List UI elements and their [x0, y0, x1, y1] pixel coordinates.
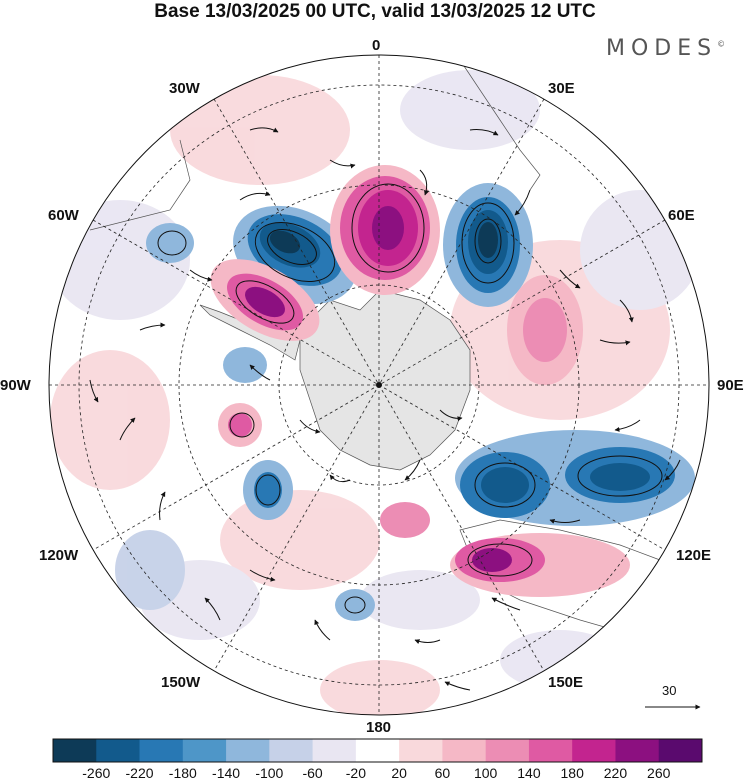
colorbar-swatch [615, 739, 660, 762]
colorbar-tick-label: 260 [647, 765, 671, 781]
colorbar-tick-label: -100 [255, 765, 284, 781]
brand-mark: © [717, 39, 726, 49]
colorbar-swatch [355, 739, 400, 762]
south-pole-marker [376, 382, 382, 388]
lon-label-120e: 120E [676, 547, 712, 564]
colorbar-swatch [528, 739, 573, 762]
lon-label-60w: 60W [48, 207, 79, 224]
lon-label-150w: 150W [161, 674, 201, 691]
colorbar [52, 738, 703, 763]
lon-label-180: 180 [366, 719, 392, 736]
lon-label-30e: 30E [548, 80, 575, 97]
south-america-coast [89, 139, 191, 231]
africa-coast [459, 59, 541, 191]
lon-label-30w: 30W [169, 80, 200, 97]
colorbar-swatch [226, 739, 270, 762]
brand-text: MODES [606, 36, 718, 61]
lon-label-60e: 60E [668, 207, 695, 224]
colorbar-tick-label: -140 [212, 765, 241, 781]
colorbar-tick-label: 180 [560, 765, 584, 781]
lon-label-120w: 120W [39, 547, 79, 564]
lon-label-150e: 150E [548, 674, 584, 691]
colorbar-border [52, 738, 703, 763]
modes-logo: MODES© [606, 36, 725, 61]
colorbar-swatch [312, 739, 357, 762]
colorbar-tick-label: 20 [391, 765, 407, 781]
colorbar-swatch [182, 739, 227, 762]
colorbar-swatch [139, 739, 184, 762]
colorbar-tick-label: 140 [517, 765, 541, 781]
colorbar-swatch [96, 739, 141, 762]
colorbar-tick-label: 100 [473, 765, 498, 781]
contour-lines [157, 183, 663, 614]
map-boundary [48, 54, 710, 716]
antarctica-landmass [299, 289, 471, 471]
colorbar-swatch [442, 739, 487, 762]
wind-vectors [89, 127, 681, 691]
colorbar-tick-label: -20 [345, 765, 366, 781]
colorbar-tick-label: -180 [168, 765, 197, 781]
lon-label-90e: 90E [717, 377, 744, 394]
lon-label-0: 0 [372, 37, 381, 54]
colorbar-swatch [399, 739, 443, 762]
colorbar-swatch [572, 739, 616, 762]
wind-reference-label: 30 [662, 683, 677, 698]
colorbar-tick-label: 60 [434, 765, 451, 781]
colorbar-swatch [485, 739, 530, 762]
lon-label-90w: 90W [0, 377, 31, 394]
colorbar-swatch [658, 739, 703, 762]
colorbar-tick-label: 220 [603, 765, 628, 781]
colorbar-swatch [269, 739, 314, 762]
map-disk [49, 55, 709, 715]
colorbar-tick-label: -260 [82, 765, 111, 781]
colorbar-tick-label: -220 [125, 765, 154, 781]
colorbar-swatch [53, 739, 97, 762]
colorbar-tick-label: -60 [302, 765, 323, 781]
map-title: Base 13/03/2025 00 UTC, valid 13/03/2025… [154, 1, 596, 22]
